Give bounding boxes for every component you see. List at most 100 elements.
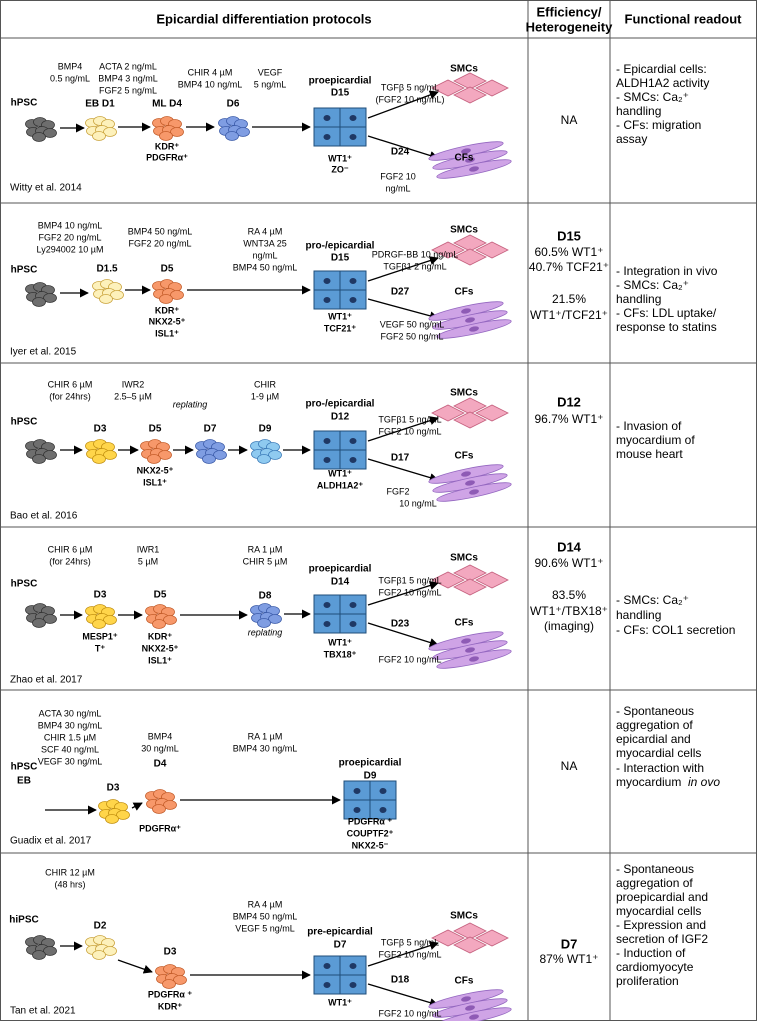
cell xyxy=(159,294,173,304)
cell xyxy=(453,248,487,266)
marker: COUPTF2⁺ xyxy=(347,828,394,838)
condition: CHIR xyxy=(254,379,276,389)
cell xyxy=(257,454,271,464)
efficiency: WT1⁺/TBX18⁺ xyxy=(530,604,608,618)
nucleus xyxy=(349,982,357,988)
marker: PDGFRα⁺ xyxy=(139,823,181,833)
stage-label: hPSC xyxy=(11,265,38,276)
condition: CHIR 5 µM xyxy=(243,556,288,566)
fate-label: CFs xyxy=(455,618,474,629)
cell xyxy=(202,454,216,464)
cf-cells xyxy=(428,141,512,179)
stage-label: D15 xyxy=(331,88,350,99)
stage-label: hPSC xyxy=(11,98,38,109)
fate-label: D24 xyxy=(391,147,410,158)
marker: TBX18⁺ xyxy=(324,649,357,659)
efficiency: D15 xyxy=(557,228,581,243)
nucleus xyxy=(349,278,357,284)
efficiency: (imaging) xyxy=(544,619,594,633)
fate-label: SMCs xyxy=(450,225,478,236)
cell xyxy=(453,411,487,429)
stage-label: D12 xyxy=(331,412,350,423)
stage-label: D3 xyxy=(164,947,177,958)
cell xyxy=(453,922,487,940)
cell xyxy=(152,619,166,629)
cell-cluster xyxy=(152,279,184,304)
readout: - CFs: migration xyxy=(616,118,701,132)
condition: BMP4 10 ng/mL xyxy=(178,79,243,89)
cell xyxy=(92,131,106,141)
cell xyxy=(152,804,166,814)
cell xyxy=(105,814,119,824)
condition: BMP4 50 ng/mL xyxy=(233,262,298,272)
cell xyxy=(453,86,487,104)
smc-cells xyxy=(431,564,509,596)
condition: (for 24hrs) xyxy=(49,556,91,566)
cell xyxy=(147,454,161,464)
cell xyxy=(43,450,57,460)
stage-label: ML D4 xyxy=(152,99,182,110)
treatment: ng/mL xyxy=(385,183,410,193)
cell-cluster xyxy=(85,935,117,960)
readout: - CFs: LDL uptake/ xyxy=(616,306,717,320)
readout: in ovo xyxy=(688,775,720,789)
condition: IWR1 xyxy=(137,544,160,554)
marker: WT1⁺ xyxy=(328,468,352,478)
readout: response to statins xyxy=(616,320,717,334)
condition: BMP4 3 ng/mL xyxy=(98,73,158,83)
nucleus xyxy=(465,157,475,163)
smc-cells xyxy=(431,922,509,954)
cf-cells xyxy=(428,989,512,1021)
fate-label: D17 xyxy=(391,453,410,464)
readout: secretion of IGF2 xyxy=(616,932,708,946)
treatment: TGFβ 5 ng/mL xyxy=(381,937,439,947)
readout: cardiomyocyte xyxy=(616,960,694,974)
epicardial-cells xyxy=(343,780,397,820)
nucleus xyxy=(323,134,331,140)
cell xyxy=(475,929,509,947)
cell xyxy=(475,404,509,422)
condition: ACTA 30 ng/mL xyxy=(39,708,102,718)
cell-cluster xyxy=(92,279,124,304)
marker: ISL1⁺ xyxy=(148,655,172,665)
stage-label: D9 xyxy=(259,424,272,435)
stage-label: D6 xyxy=(227,99,240,110)
cell xyxy=(431,571,465,589)
readout: - Spontaneous xyxy=(616,862,694,876)
marker: MESP1⁺ xyxy=(82,631,118,641)
stage-label: D15 xyxy=(331,253,350,264)
condition: 30 ng/mL xyxy=(141,743,179,753)
treatment: FGF2 xyxy=(386,486,409,496)
nucleus xyxy=(465,480,475,486)
cell xyxy=(43,946,57,956)
readout: proliferation xyxy=(616,974,679,988)
condition: replating xyxy=(248,627,283,637)
condition: (for 24hrs) xyxy=(49,391,91,401)
fate-label: D23 xyxy=(391,619,410,630)
cell xyxy=(268,450,282,460)
citation: Bao et al. 2016 xyxy=(10,511,78,522)
epicardial-cells xyxy=(313,270,367,310)
nucleus xyxy=(465,647,475,653)
stage-label: pre-epicardial xyxy=(307,927,373,938)
efficiency: D7 xyxy=(561,936,578,951)
marker: KDR⁺ xyxy=(148,631,172,641)
cell xyxy=(32,618,46,628)
cell-cluster xyxy=(25,603,57,628)
stage-label: D2 xyxy=(94,921,107,932)
arrow xyxy=(117,959,153,974)
arrow xyxy=(367,298,439,321)
stage-label: pro-/epicardial xyxy=(306,399,375,410)
nucleus xyxy=(379,788,387,794)
efficiency: 40.7% TCF21⁺ xyxy=(529,260,609,274)
condition: RA 4 µM xyxy=(248,899,283,909)
fate-label: D27 xyxy=(391,287,410,298)
nucleus xyxy=(469,489,479,495)
readout: myocardial cells xyxy=(616,904,701,918)
condition: (48 hrs) xyxy=(54,879,85,889)
smc-cells xyxy=(431,72,509,104)
readout: aggregation of xyxy=(616,718,693,732)
condition: BMP4 xyxy=(148,731,173,741)
condition: 1-9 µM xyxy=(251,391,279,401)
